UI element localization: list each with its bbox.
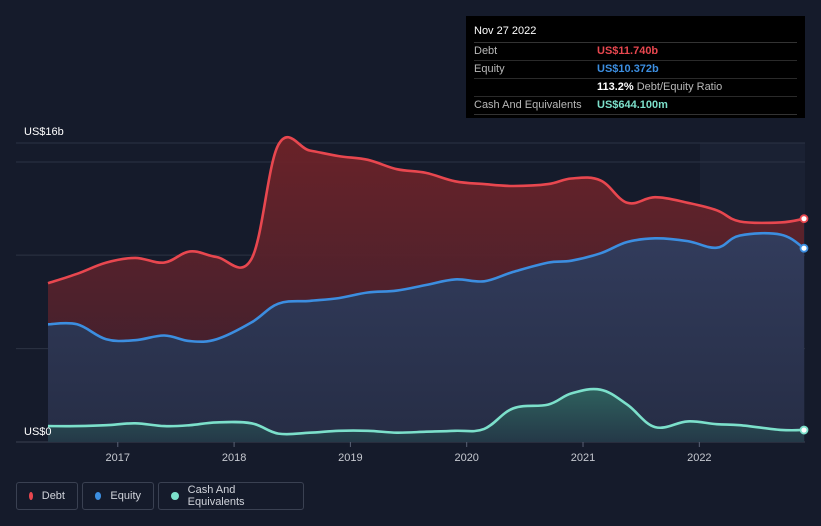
tooltip-value: US$644.100m [597,99,668,111]
tooltip-value: US$10.372b [597,63,659,75]
legend-item-debt[interactable]: Debt [16,482,78,510]
tooltip-row-equity: Equity US$10.372b [474,61,797,79]
debt-dot-icon [29,492,33,500]
ratio-number: 113.2% [597,81,634,93]
x-tick-label: 2019 [338,452,362,464]
cash-line [47,387,805,436]
series-endpoints [799,214,809,435]
tooltip-label: Equity [474,63,505,75]
legend-item-equity[interactable]: Equity [82,482,154,510]
cash-dot-icon [171,492,179,500]
x-axis-ticks: 2017 2018 2019 2020 2021 2022 [106,442,712,464]
equity-area [48,233,804,442]
equity-endpoint [799,243,809,253]
series-areas [48,137,804,442]
x-tick-label: 2022 [687,452,711,464]
tooltip-label: Cash And Equivalents [474,99,582,111]
cash-endpoint [799,425,809,435]
legend-label: Equity [110,490,141,502]
legend-item-cash[interactable]: Cash And Equivalents [158,482,304,510]
tooltip-date: Nov 27 2022 [474,24,797,43]
x-tick-label: 2020 [454,452,478,464]
debt-line [47,135,805,285]
x-tick-label: 2021 [571,452,595,464]
tooltip-label: Debt [474,45,498,57]
debt-endpoint [799,214,809,224]
tooltip-row-debt: Debt US$11.740b [474,43,797,61]
legend-label: Debt [41,490,65,502]
x-tick-label: 2018 [222,452,246,464]
y-axis-bottom-label: US$0 [24,426,52,438]
tooltip-row-ratio: 113.2% Debt/Equity Ratio [474,79,797,97]
x-tick-label: 2017 [106,452,130,464]
cash-area [48,389,804,442]
legend-label: Cash And Equivalents [187,484,245,508]
equity-line [47,231,805,344]
tooltip-value: US$11.740b [597,45,659,57]
tooltip-ratio-value: 113.2% Debt/Equity Ratio [597,79,722,96]
equity-dot-icon [95,492,102,500]
ratio-suffix: Debt/Equity Ratio [636,81,723,93]
series-lines [47,135,805,436]
y-axis-top-label: US$16b [24,126,64,138]
tooltip-row-cash: Cash And Equivalents US$644.100m [474,97,797,115]
hover-tooltip: Nov 27 2022 Debt US$11.740b Equity US$10… [466,16,805,118]
